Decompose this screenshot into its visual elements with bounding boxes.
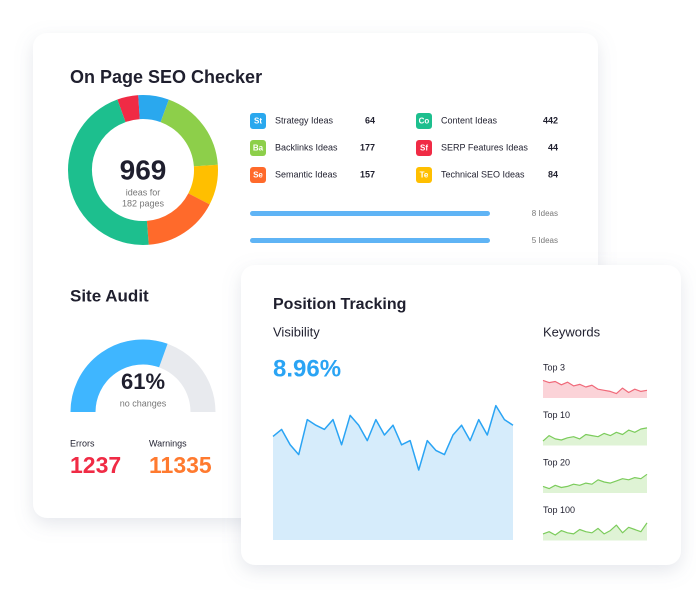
- legend-icon: [416, 140, 432, 156]
- trend-line: [542, 522, 648, 536]
- seo-title: On Page SEO Checker: [70, 67, 262, 87]
- keyword-label: Top 20: [543, 457, 570, 467]
- donut-segment: [160, 99, 218, 167]
- errors-label: Errors: [70, 438, 95, 448]
- legend-abbr: Te: [420, 171, 429, 180]
- legend-value: 64: [365, 115, 375, 125]
- warnings-label: Warnings: [149, 438, 187, 448]
- progress-bar: [250, 238, 490, 243]
- legend-name: Semantic Ideas: [275, 169, 338, 179]
- legend-abbr: Se: [253, 171, 263, 180]
- bar-label: 8 Ideas: [532, 209, 558, 218]
- total-ideas: 969: [120, 154, 167, 185]
- legend-abbr: Sf: [420, 144, 428, 153]
- keywords-title: Keywords: [543, 324, 601, 339]
- legend-value: 84: [548, 169, 558, 179]
- legend-icon: [250, 140, 266, 156]
- trend-area: [543, 522, 647, 541]
- visibility-label: Visibility: [273, 324, 320, 339]
- visibility-value: 8.96%: [273, 355, 341, 382]
- legend-icon: [416, 113, 432, 129]
- trend-area: [273, 405, 513, 540]
- keyword-label: Top 10: [543, 410, 570, 420]
- trend-line: [542, 427, 648, 442]
- legend-value: 442: [543, 115, 558, 125]
- total-caption: ideas for: [126, 187, 161, 197]
- legend-abbr: St: [254, 117, 262, 126]
- trend-area: [543, 474, 647, 493]
- legend-abbr: Ba: [253, 144, 264, 153]
- donut-segment: [188, 164, 218, 205]
- legend-value: 157: [360, 169, 375, 179]
- legend-icon: [250, 113, 266, 129]
- donut-segment: [117, 95, 141, 123]
- progress-bar: [250, 211, 490, 216]
- donut-segment: [138, 95, 169, 123]
- keyword-label: Top 3: [543, 362, 565, 372]
- audit-score: 61%: [121, 369, 165, 394]
- tracking-title: Position Tracking: [273, 296, 406, 313]
- legend-abbr: Co: [419, 117, 430, 126]
- donut-segment: [68, 99, 149, 245]
- audit-caption: no changes: [120, 398, 167, 408]
- legend-name: Technical SEO Ideas: [441, 169, 525, 179]
- gauge-fill: [70, 339, 168, 413]
- keyword-label: Top 100: [543, 505, 575, 515]
- legend-name: Strategy Ideas: [275, 115, 334, 125]
- gauge-mask: [70, 413, 220, 433]
- trend-area: [543, 380, 647, 398]
- warnings-value: 11335: [149, 452, 212, 478]
- trend-line: [542, 379, 648, 395]
- legend-icon: [416, 167, 432, 183]
- legend-name: Content Ideas: [441, 115, 498, 125]
- errors-value: 1237: [70, 452, 121, 478]
- total-caption: 182 pages: [122, 198, 165, 208]
- legend-name: SERP Features Ideas: [441, 142, 528, 152]
- trend-line: [272, 404, 514, 471]
- audit-title: Site Audit: [70, 286, 149, 305]
- trend-line: [542, 473, 648, 490]
- bar-label: 5 Ideas: [532, 236, 558, 245]
- legend-value: 177: [360, 142, 375, 152]
- legend-name: Backlinks Ideas: [275, 142, 338, 152]
- donut-segment: [146, 192, 210, 245]
- legend-icon: [250, 167, 266, 183]
- legend-value: 44: [548, 142, 558, 152]
